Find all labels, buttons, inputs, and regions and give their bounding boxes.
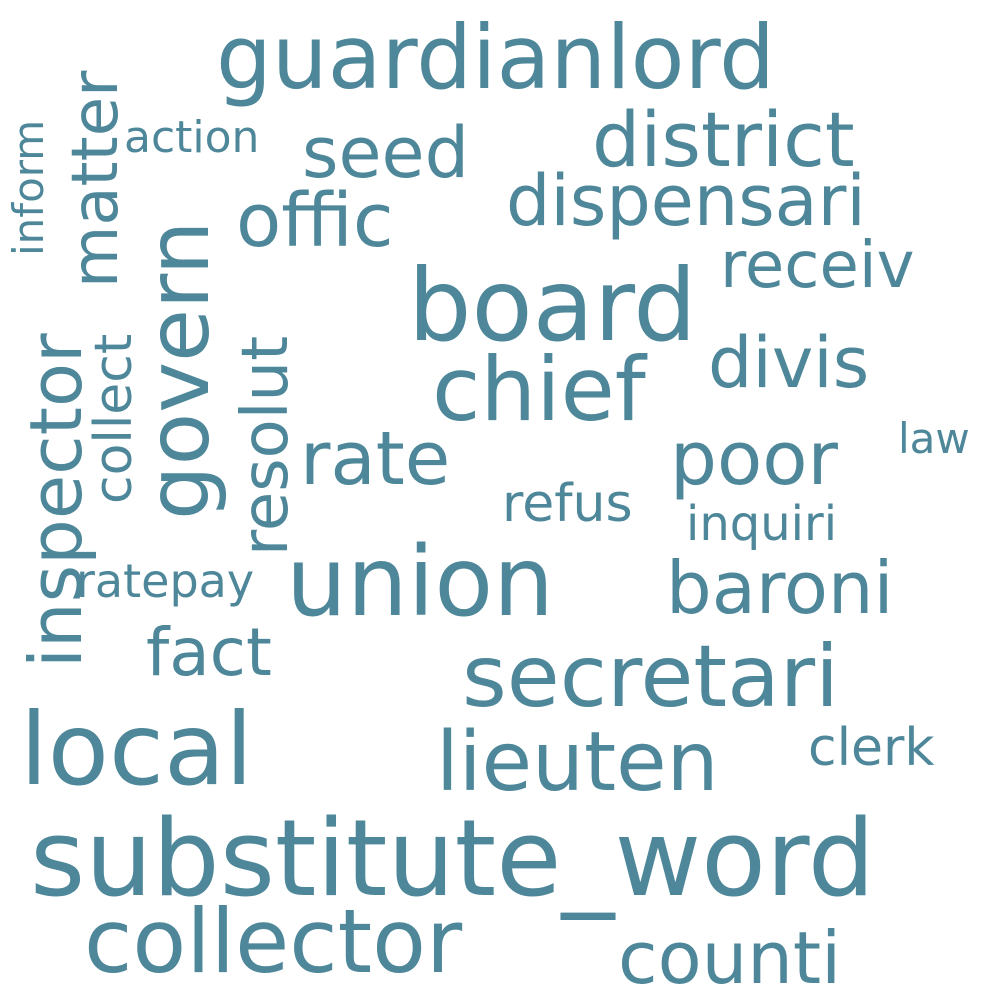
word-matter: matter bbox=[59, 70, 133, 288]
word-govern: govern bbox=[129, 220, 229, 520]
word-union: union bbox=[286, 526, 554, 638]
word-dispensari: dispensari bbox=[506, 160, 866, 242]
word-substitute_word: substitute_word bbox=[30, 797, 875, 920]
word-resolut: resolut bbox=[229, 335, 303, 556]
word-inform: inform bbox=[4, 119, 53, 256]
word-refus: refus bbox=[502, 474, 633, 534]
word-board: board bbox=[408, 247, 697, 364]
word-local: local bbox=[20, 691, 254, 808]
word-receiv: receiv bbox=[720, 229, 915, 303]
word-divis: divis bbox=[708, 322, 870, 404]
word-law: law bbox=[898, 414, 970, 463]
word-lieuten: lieuten bbox=[436, 715, 719, 810]
word-fact: fact bbox=[146, 614, 272, 691]
word-counti: counti bbox=[618, 916, 842, 1000]
word-ratepay: ratepay bbox=[76, 554, 255, 608]
word-poor: poor bbox=[670, 416, 838, 502]
word-action: action bbox=[124, 112, 260, 163]
word-inspector: inspector bbox=[14, 333, 98, 668]
word-collect: collect bbox=[84, 333, 144, 504]
word-baroni: baroni bbox=[666, 546, 894, 630]
word-guardianlord: guardianlord bbox=[216, 6, 775, 109]
word-rate: rate bbox=[300, 416, 451, 502]
word-inquiri: inquiri bbox=[686, 496, 838, 552]
word-district: district bbox=[592, 95, 855, 184]
word-chief: chief bbox=[432, 338, 646, 441]
word-clerk: clerk bbox=[808, 718, 935, 778]
word-offic: offic bbox=[236, 178, 394, 264]
word-secretari: secretari bbox=[462, 627, 840, 727]
word-collector: collector bbox=[84, 890, 463, 993]
word-seed: seed bbox=[302, 112, 470, 194]
